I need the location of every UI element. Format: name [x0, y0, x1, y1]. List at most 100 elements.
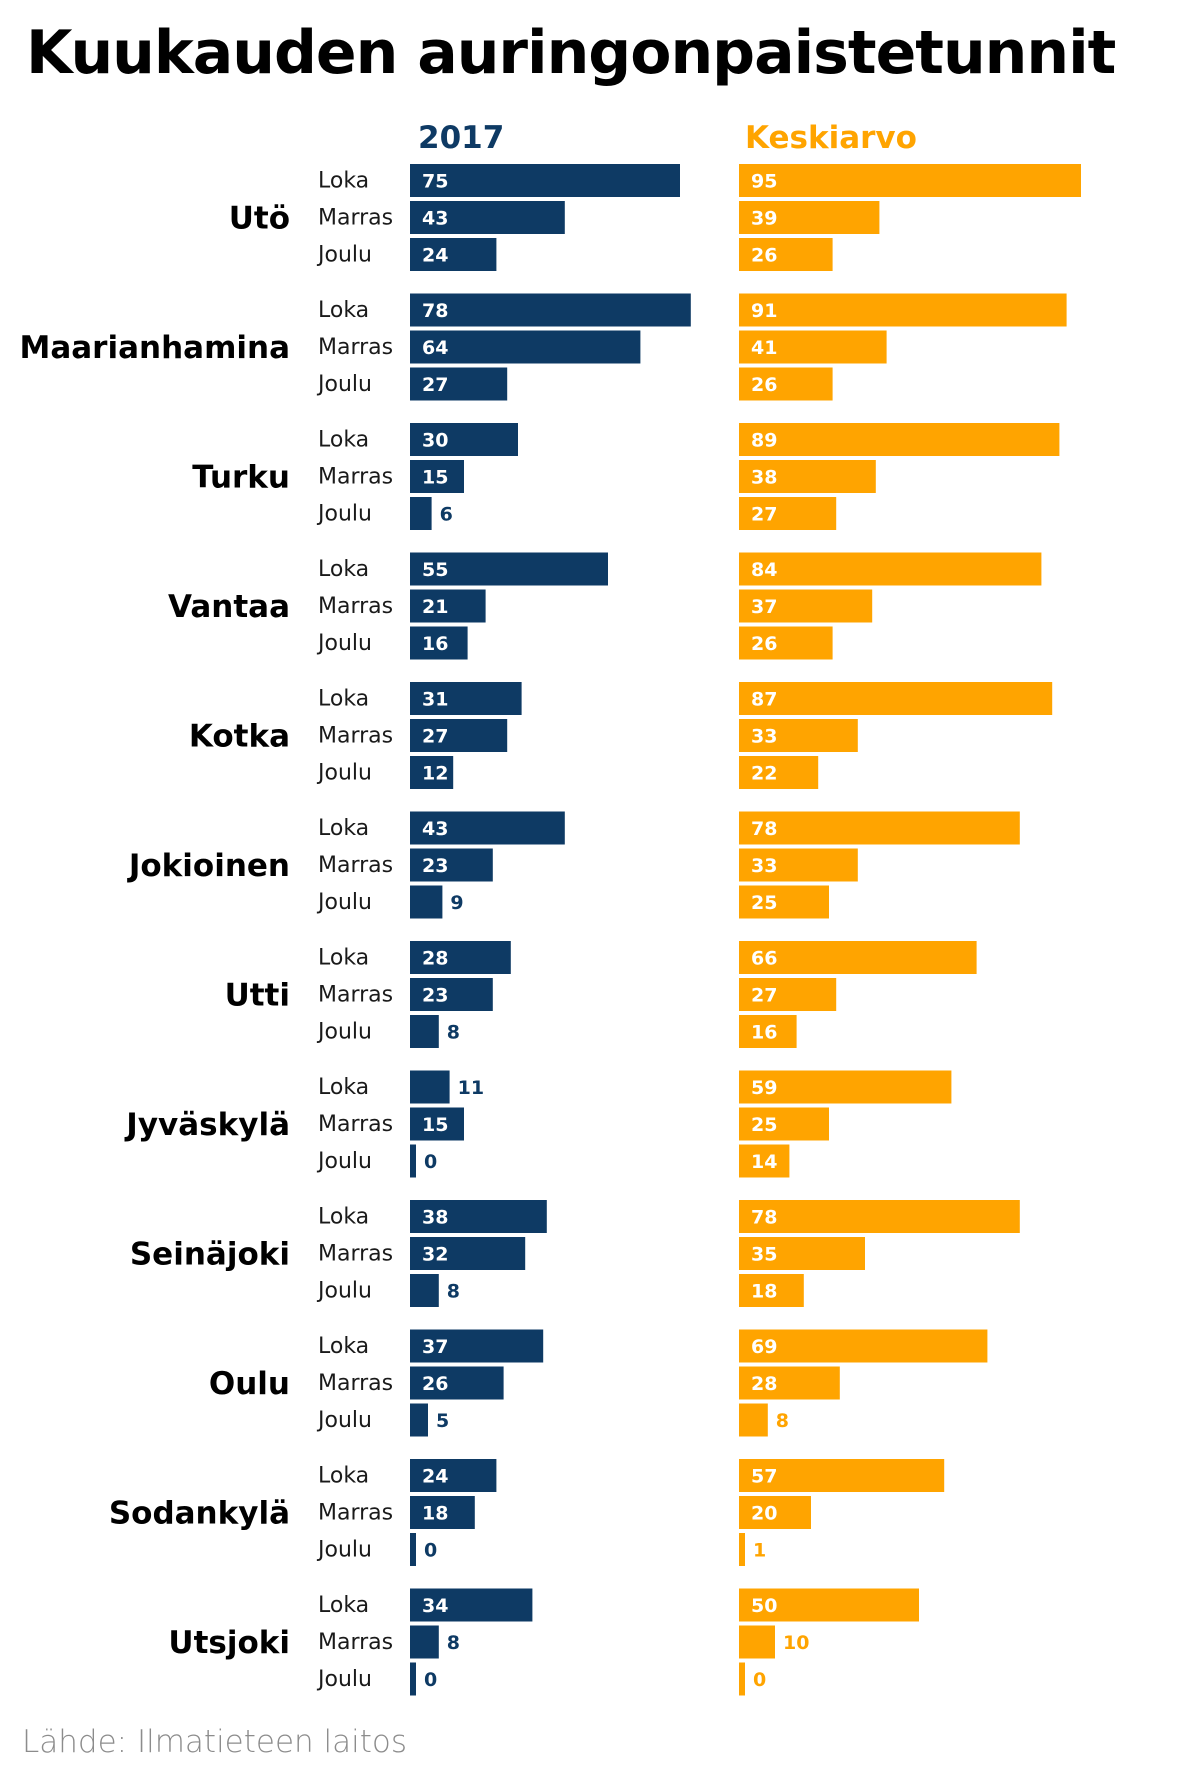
data-label: 28 [422, 948, 448, 970]
data-label: 57 [751, 1466, 777, 1488]
bar [410, 1459, 497, 1492]
data-label: 34 [422, 1595, 448, 1617]
data-label: 22 [751, 763, 777, 785]
data-label: 32 [422, 1244, 448, 1266]
bar [410, 626, 468, 660]
bar [410, 552, 608, 586]
bar [739, 460, 876, 493]
data-label: 15 [422, 467, 448, 489]
bar [410, 367, 508, 401]
bar [410, 1403, 428, 1437]
bar [410, 238, 497, 271]
data-label: 24 [422, 245, 448, 267]
data-label: 31 [422, 689, 448, 711]
data-label: 27 [422, 374, 448, 396]
city-label: Maarianhamina [20, 330, 291, 366]
data-label: 14 [751, 1151, 777, 1173]
data-label: 84 [751, 559, 777, 581]
month-label: Joulu [316, 1538, 372, 1563]
bar [739, 1625, 775, 1659]
month-label: Loka [318, 1464, 369, 1489]
month-label: Joulu [316, 890, 372, 915]
month-label: Loka [318, 1075, 369, 1100]
data-label: 37 [422, 1336, 448, 1358]
data-label: 78 [751, 818, 777, 840]
data-label: 16 [751, 1022, 777, 1044]
data-label: 0 [753, 1669, 766, 1691]
bar [410, 719, 508, 752]
month-label: Marras [318, 853, 393, 878]
data-label: 16 [422, 633, 448, 655]
bar [739, 552, 1042, 586]
bar [410, 1274, 439, 1307]
bar [739, 201, 880, 234]
data-label: 25 [751, 892, 777, 914]
data-label: 18 [751, 1281, 777, 1303]
data-label: 8 [447, 1281, 460, 1303]
city-label: Turku [192, 460, 290, 496]
month-label: Joulu [316, 1149, 372, 1174]
bar [739, 682, 1053, 715]
month-label: Marras [318, 983, 393, 1008]
data-label: 8 [447, 1022, 460, 1044]
bar [410, 1144, 416, 1178]
bar [739, 719, 858, 752]
data-label: 91 [751, 300, 777, 322]
data-label: 8 [447, 1632, 460, 1654]
bar [410, 164, 680, 197]
data-label: 59 [751, 1077, 777, 1099]
bar [739, 1588, 919, 1622]
month-label: Loka [318, 298, 369, 323]
data-label: 38 [422, 1207, 448, 1229]
month-label: Marras [318, 1371, 393, 1396]
data-label: 27 [422, 726, 448, 748]
month-label: Loka [318, 1205, 369, 1230]
month-label: Loka [318, 1334, 369, 1359]
month-label: Loka [318, 428, 369, 453]
city-label: Jyväskylä [124, 1107, 290, 1143]
bar [410, 1366, 504, 1400]
bar [739, 1144, 790, 1178]
data-label: 30 [422, 430, 448, 452]
data-label: 33 [751, 855, 777, 877]
city-label: Utsjoki [168, 1625, 290, 1661]
data-label: 9 [450, 892, 463, 914]
month-label: Joulu [316, 372, 372, 397]
bar [739, 848, 858, 882]
city-label: Vantaa [168, 589, 290, 625]
month-label: Marras [318, 1630, 393, 1655]
month-label: Marras [318, 206, 393, 231]
data-label: 0 [424, 1540, 437, 1562]
data-label: 26 [751, 633, 777, 655]
data-label: 12 [422, 763, 448, 785]
data-label: 21 [422, 596, 448, 618]
bar [739, 626, 833, 660]
data-label: 27 [751, 504, 777, 526]
month-label: Marras [318, 724, 393, 749]
data-label: 18 [422, 1503, 448, 1525]
data-label: 20 [751, 1503, 777, 1525]
bar [739, 1459, 945, 1492]
month-label: Marras [318, 1501, 393, 1526]
bar [410, 460, 464, 493]
data-label: 64 [422, 337, 448, 359]
month-label: Joulu [316, 243, 372, 268]
bar [410, 682, 522, 715]
data-label: 5 [436, 1410, 449, 1432]
bar [739, 1496, 811, 1529]
city-label: Sodankylä [109, 1496, 290, 1532]
bar [410, 330, 641, 364]
bar [739, 1366, 840, 1400]
bar [739, 367, 833, 401]
month-label: Joulu [316, 761, 372, 786]
bar [410, 423, 518, 456]
month-label: Marras [318, 335, 393, 360]
data-label: 69 [751, 1336, 777, 1358]
bar [410, 1662, 416, 1696]
month-label: Loka [318, 557, 369, 582]
bar [410, 1107, 464, 1141]
bar [739, 811, 1020, 845]
bar [410, 811, 565, 845]
bar [410, 1200, 547, 1233]
bar [410, 1533, 416, 1566]
